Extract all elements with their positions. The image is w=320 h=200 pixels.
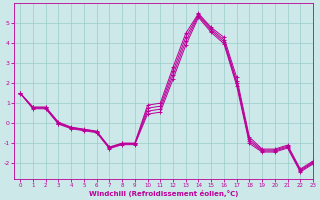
X-axis label: Windchill (Refroidissement éolien,°C): Windchill (Refroidissement éolien,°C) — [89, 190, 238, 197]
